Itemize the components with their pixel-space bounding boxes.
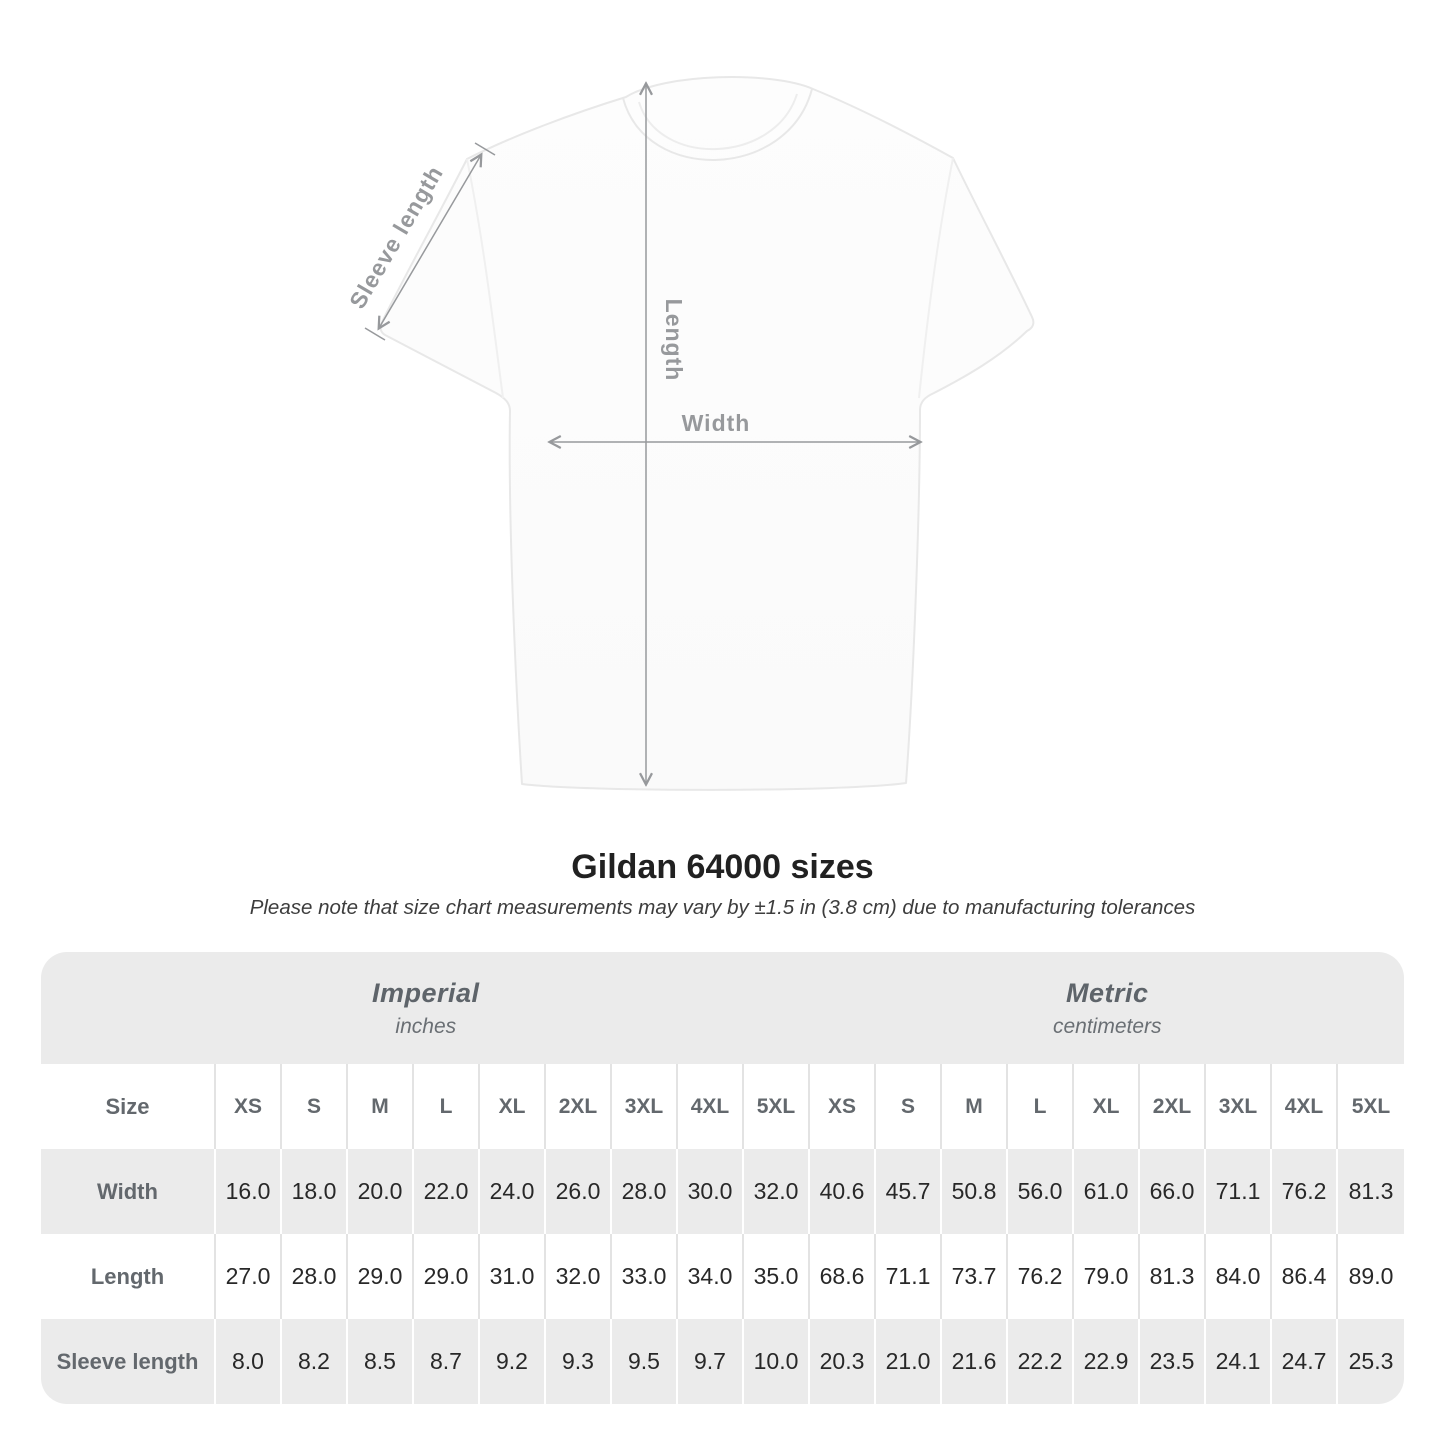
row-label: Sleeve length bbox=[41, 1319, 216, 1404]
size-header-cell: 4XL bbox=[678, 1064, 744, 1149]
value-cell: 24.7 bbox=[1272, 1319, 1338, 1404]
imperial-header: Imperial inches bbox=[41, 952, 811, 1064]
value-cell: 8.0 bbox=[216, 1319, 282, 1404]
page-title: Gildan 64000 sizes bbox=[571, 848, 874, 886]
size-header-cell: M bbox=[348, 1064, 414, 1149]
table-row-width: Width 16.0 18.0 20.0 22.0 24.0 26.0 28.0… bbox=[41, 1149, 1404, 1234]
value-cell: 34.0 bbox=[678, 1234, 744, 1319]
value-cell: 22.2 bbox=[1008, 1319, 1074, 1404]
length-label: Length bbox=[661, 299, 687, 382]
value-cell: 9.5 bbox=[612, 1319, 678, 1404]
value-cell: 24.0 bbox=[480, 1149, 546, 1234]
value-cell: 71.1 bbox=[1206, 1149, 1272, 1234]
imperial-title: Imperial bbox=[372, 977, 480, 1008]
value-cell: 18.0 bbox=[282, 1149, 348, 1234]
value-cell: 68.6 bbox=[810, 1234, 876, 1319]
value-cell: 84.0 bbox=[1206, 1234, 1272, 1319]
value-cell: 22.9 bbox=[1074, 1319, 1140, 1404]
value-cell: 23.5 bbox=[1140, 1319, 1206, 1404]
sleeve-length-arrow bbox=[364, 142, 496, 341]
size-header-cell: M bbox=[942, 1064, 1008, 1149]
size-header-cell: 4XL bbox=[1272, 1064, 1338, 1149]
tolerance-note: Please note that size chart measurements… bbox=[249, 896, 1196, 919]
value-cell: 56.0 bbox=[1008, 1149, 1074, 1234]
value-cell: 79.0 bbox=[1074, 1234, 1140, 1319]
unit-band: Imperial inches Metric centimeters bbox=[41, 952, 1404, 1064]
size-header-cell: L bbox=[414, 1064, 480, 1149]
value-cell: 61.0 bbox=[1074, 1149, 1140, 1234]
value-cell: 81.3 bbox=[1348, 1178, 1394, 1204]
value-cell: 76.2 bbox=[1272, 1149, 1338, 1234]
size-header-cell: L bbox=[1008, 1064, 1074, 1149]
value-cell: 20.3 bbox=[810, 1319, 876, 1404]
size-header-cell: XL bbox=[480, 1064, 546, 1149]
tshirt-image bbox=[379, 76, 1035, 791]
value-cell: 16.0 bbox=[216, 1149, 282, 1234]
size-column-header: Size bbox=[41, 1064, 216, 1149]
value-cell: 28.0 bbox=[282, 1234, 348, 1319]
value-cell: 89.0 bbox=[1348, 1263, 1394, 1289]
size-header-cell: S bbox=[876, 1064, 942, 1149]
value-cell: 24.1 bbox=[1206, 1319, 1272, 1404]
value-cell: 86.4 bbox=[1272, 1234, 1338, 1319]
value-cell: 26.0 bbox=[546, 1149, 612, 1234]
value-cell: 21.0 bbox=[876, 1319, 942, 1404]
size-header-cell: 5XL bbox=[1351, 1094, 1391, 1118]
size-header-cell: 3XL bbox=[612, 1064, 678, 1149]
value-cell: 9.3 bbox=[546, 1319, 612, 1404]
size-header-cell: 5XL bbox=[744, 1064, 810, 1149]
value-cell: 71.1 bbox=[876, 1234, 942, 1319]
collar-outline bbox=[622, 88, 813, 161]
width-label: Width bbox=[682, 410, 751, 436]
size-header-cell: XS bbox=[810, 1064, 876, 1149]
value-cell: 21.6 bbox=[942, 1319, 1008, 1404]
value-cell: 20.0 bbox=[348, 1149, 414, 1234]
metric-header: Metric centimeters bbox=[811, 952, 1404, 1064]
value-cell: 9.2 bbox=[480, 1319, 546, 1404]
table-row-sleeve-length: Sleeve length 8.0 8.2 8.5 8.7 9.2 9.3 9.… bbox=[41, 1319, 1404, 1404]
value-cell: 22.0 bbox=[414, 1149, 480, 1234]
tshirt-diagram: Length Width Sleeve length bbox=[344, 76, 1035, 791]
size-header-cell: XL bbox=[1074, 1064, 1140, 1149]
size-table: Imperial inches Metric centimeters Size … bbox=[41, 952, 1404, 1404]
imperial-unit: inches bbox=[395, 1014, 457, 1038]
row-label: Length bbox=[41, 1234, 216, 1319]
value-cell: 28.0 bbox=[612, 1149, 678, 1234]
value-cell: 45.7 bbox=[876, 1149, 942, 1234]
table-row-length: Length 27.0 28.0 29.0 29.0 31.0 32.0 33.… bbox=[41, 1234, 1404, 1319]
value-cell: 76.2 bbox=[1008, 1234, 1074, 1319]
row-label: Width bbox=[41, 1149, 216, 1234]
value-cell: 25.3 bbox=[1348, 1348, 1394, 1374]
metric-title: Metric bbox=[1066, 977, 1149, 1008]
value-cell: 50.8 bbox=[942, 1149, 1008, 1234]
value-cell: 8.7 bbox=[414, 1319, 480, 1404]
value-cell: 35.0 bbox=[744, 1234, 810, 1319]
value-cell: 8.5 bbox=[348, 1319, 414, 1404]
value-cell: 10.0 bbox=[744, 1319, 810, 1404]
metric-unit: centimeters bbox=[1052, 1014, 1162, 1038]
size-header-cell: XS bbox=[216, 1064, 282, 1149]
value-cell: 33.0 bbox=[612, 1234, 678, 1319]
value-cell: 40.6 bbox=[810, 1149, 876, 1234]
value-cell: 81.3 bbox=[1140, 1234, 1206, 1319]
value-cell: 32.0 bbox=[744, 1149, 810, 1234]
value-cell: 30.0 bbox=[678, 1149, 744, 1234]
value-cell: 29.0 bbox=[414, 1234, 480, 1319]
value-cell: 66.0 bbox=[1140, 1149, 1206, 1234]
value-cell: 9.7 bbox=[678, 1319, 744, 1404]
size-header-cell: 3XL bbox=[1206, 1064, 1272, 1149]
size-header-cell: 2XL bbox=[546, 1064, 612, 1149]
value-cell: 32.0 bbox=[546, 1234, 612, 1319]
size-header-cell: S bbox=[282, 1064, 348, 1149]
value-cell: 8.2 bbox=[282, 1319, 348, 1404]
value-cell: 31.0 bbox=[480, 1234, 546, 1319]
value-cell: 29.0 bbox=[348, 1234, 414, 1319]
value-cell: 73.7 bbox=[942, 1234, 1008, 1319]
value-cell: 27.0 bbox=[216, 1234, 282, 1319]
table-header-row: Size XS S M L XL 2XL 3XL 4XL 5XL XS S M … bbox=[41, 1064, 1404, 1149]
size-header-cell: 2XL bbox=[1140, 1064, 1206, 1149]
